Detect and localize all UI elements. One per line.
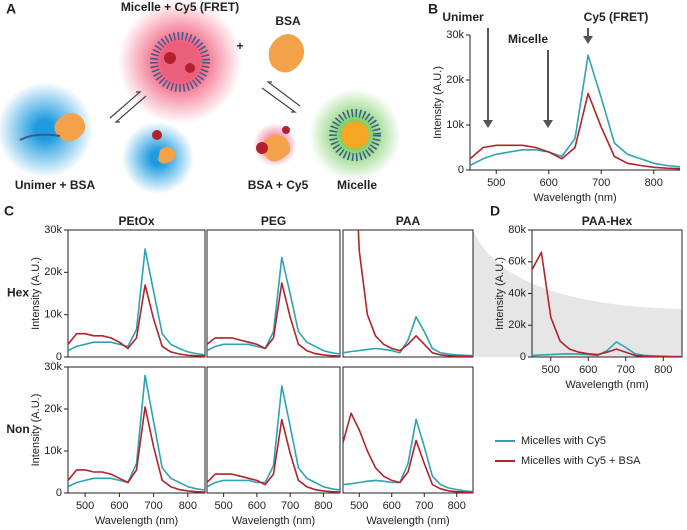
x-tick-label: 500 [214, 500, 232, 512]
x-tick-label: 500 [542, 364, 560, 376]
plot-frame [206, 229, 341, 358]
series-line [207, 385, 340, 491]
x-tick-label: 600 [579, 364, 597, 376]
series-line [343, 412, 473, 493]
y-tick-label: 0 [520, 351, 526, 363]
y-tick-label: 10k [446, 119, 464, 131]
plot-frame [206, 366, 341, 494]
y-tick-label: 30k [44, 224, 62, 236]
x-tick-label: 600 [248, 500, 266, 512]
annotation-arrowhead [543, 120, 553, 128]
series-line [207, 418, 340, 493]
y-tick-label: 0 [458, 164, 464, 176]
row-label: Non [6, 422, 29, 436]
y-tick-label: 10k [44, 309, 62, 321]
diagram: Micelle + Cy5 (FRET) + BSA Unimer + BSA … [0, 0, 401, 194]
x-axis-label: Wavelength (nm) [95, 515, 178, 527]
series-line [207, 282, 340, 357]
y-tick-label: 20k [508, 319, 526, 331]
panel-label: B [428, 1, 438, 17]
y-tick-label: 20k [44, 403, 62, 415]
series-line [470, 92, 680, 170]
y-tick-label: 0 [56, 351, 62, 363]
series-line [343, 418, 473, 493]
diagram-label: BSA + Cy5 [248, 178, 309, 192]
chart-title: PEtOx [118, 214, 154, 228]
x-tick-label: 700 [281, 500, 299, 512]
x-axis-label: Wavelength (nm) [565, 379, 648, 391]
x-tick-label: 600 [110, 500, 128, 512]
row-label: Hex [7, 286, 29, 300]
diagram-label: Micelle [337, 178, 377, 192]
diagram-label: BSA [275, 14, 301, 28]
panel-label: D [490, 203, 500, 219]
plot-frame [67, 229, 206, 358]
plot-frame [67, 366, 206, 494]
x-tick-label: 700 [617, 364, 635, 376]
chart-title: PAA-Hex [582, 214, 633, 228]
x-tick-label: 500 [487, 177, 505, 189]
series-line [357, 230, 473, 357]
y-tick-label: 30k [44, 361, 62, 373]
y-tick-label: 80k [508, 224, 526, 236]
y-tick-label: 30k [446, 29, 464, 41]
chart-title: PAA [396, 214, 421, 228]
diagram-label: + [236, 39, 243, 53]
y-tick-label: 60k [508, 256, 526, 268]
zoom-region [473, 230, 682, 357]
x-tick-label: 800 [654, 364, 672, 376]
x-tick-label: 700 [144, 500, 162, 512]
y-tick-label: 0 [56, 487, 62, 499]
series-line [68, 284, 205, 357]
x-axis-label: Wavelength (nm) [232, 515, 315, 527]
x-tick-label: 700 [592, 177, 610, 189]
chart-title: PEG [261, 214, 286, 228]
series-line [68, 374, 205, 491]
x-tick-label: 800 [179, 500, 197, 512]
x-axis-label: Wavelength (nm) [533, 192, 616, 204]
series-line [207, 256, 340, 355]
y-tick-label: 10k [44, 445, 62, 457]
diagram-label: Unimer + BSA [15, 178, 96, 192]
x-tick-label: 800 [645, 177, 663, 189]
y-axis-label: Intensity (A.U.) [30, 394, 42, 467]
y-axis-label: Intensity (A.U.) [494, 257, 506, 330]
x-tick-label: 700 [415, 500, 433, 512]
plot-frame [342, 366, 474, 494]
annotation: Unimer [442, 10, 484, 24]
series-line [470, 54, 680, 168]
series-line [68, 248, 205, 356]
annotation: Micelle [508, 32, 548, 46]
x-tick-label: 800 [314, 500, 332, 512]
panel-label: C [4, 203, 14, 219]
diagram-label: Micelle + Cy5 (FRET) [121, 0, 239, 14]
y-tick-label: 20k [44, 266, 62, 278]
x-tick-label: 800 [448, 500, 466, 512]
x-tick-label: 600 [383, 500, 401, 512]
legend-label: Micelles with Cy5 [521, 435, 606, 447]
legend-label: Micelles with Cy5 + BSA [521, 455, 641, 467]
y-axis-label: Intensity (A.U.) [30, 257, 42, 330]
series-line [68, 406, 205, 493]
y-axis-label: Intensity (A.U.) [432, 66, 444, 139]
panel-label: A [6, 1, 16, 17]
annotation-arrowhead [583, 36, 593, 44]
x-axis-label: Wavelength (nm) [366, 515, 449, 527]
y-tick-label: 40k [508, 287, 526, 299]
series-line [532, 251, 682, 357]
plot-frame [342, 229, 474, 358]
annotation: Cy5 (FRET) [584, 10, 649, 24]
x-tick-label: 600 [540, 177, 558, 189]
x-tick-label: 500 [76, 500, 94, 512]
y-tick-label: 20k [446, 74, 464, 86]
x-tick-label: 500 [350, 500, 368, 512]
annotation-arrowhead [483, 120, 493, 128]
series-line [343, 316, 473, 357]
